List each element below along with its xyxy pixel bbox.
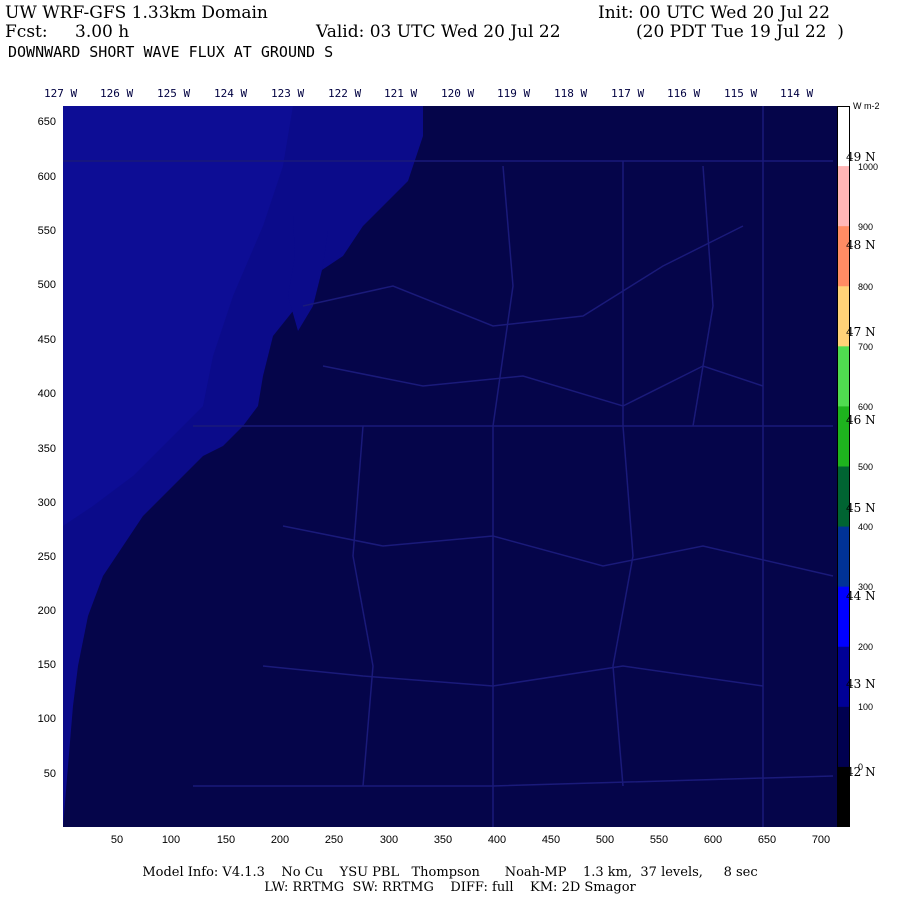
- flux-map: [63, 106, 837, 827]
- border-lines: [63, 106, 834, 827]
- model-title: UW WRF-GFS 1.33km Domain: [5, 3, 268, 23]
- forecast-label: Fcst:: [5, 22, 48, 42]
- lat-label: 48 N: [846, 238, 876, 252]
- lon-label: 121 W: [384, 87, 418, 100]
- colorbar-level: 300: [858, 582, 874, 592]
- lon-label: 116 W: [667, 87, 701, 100]
- y-tick: 450: [37, 334, 56, 346]
- y-tick: 50: [43, 768, 56, 780]
- colorbar-units: W m-2: [853, 101, 880, 111]
- model-info: Model Info: V4.1.3 No Cu YSU PBL Thompso…: [142, 865, 758, 880]
- lon-label: 124 W: [214, 87, 248, 100]
- colorbar-segment: [837, 766, 850, 827]
- y-tick: 150: [37, 659, 56, 671]
- y-tick: 500: [37, 279, 56, 291]
- colorbar-segment: [837, 286, 850, 347]
- x-tick: 350: [433, 834, 453, 846]
- x-tick: 300: [379, 834, 399, 846]
- x-tick: 650: [757, 834, 777, 846]
- lon-label: 123 W: [271, 87, 305, 100]
- y-tick: 400: [37, 388, 56, 400]
- y-tick: 550: [37, 225, 56, 237]
- lat-label: 42 N: [846, 765, 876, 779]
- x-tick: 600: [703, 834, 723, 846]
- valid-time: Valid: 03 UTC Wed 20 Jul 22: [316, 22, 561, 42]
- colorbar-level: 900: [858, 222, 874, 232]
- colorbar-segment: [837, 406, 850, 467]
- lon-label: 114 W: [780, 87, 814, 100]
- x-tick: 450: [541, 834, 561, 846]
- lon-label: 125 W: [157, 87, 191, 100]
- x-tick: 700: [811, 834, 831, 846]
- puget-sound: [288, 206, 328, 331]
- x-tick: 400: [487, 834, 507, 846]
- y-tick: 300: [37, 497, 56, 509]
- lon-label: 115 W: [724, 87, 758, 100]
- local-time: (20 PDT Tue 19 Jul 22 ): [636, 22, 844, 42]
- colorbar-segment: [837, 166, 850, 227]
- colorbar-segment: [837, 466, 850, 528]
- x-tick: 200: [270, 834, 290, 846]
- y-tick: 650: [37, 116, 56, 128]
- y-tick: 250: [37, 551, 56, 563]
- lat-label: 47 N: [846, 325, 876, 339]
- colorbar-level: 700: [858, 342, 874, 352]
- lon-label: 119 W: [497, 87, 531, 100]
- colorbar: [837, 106, 850, 827]
- colorbar-segment: [837, 346, 850, 407]
- colorbar-level: 0: [858, 762, 864, 772]
- colorbar-level: 800: [858, 282, 874, 292]
- colorbar-level: 200: [858, 642, 874, 652]
- x-tick: 100: [161, 834, 181, 846]
- lon-label: 126 W: [100, 87, 134, 100]
- x-tick: 50: [110, 834, 124, 846]
- lon-label: 118 W: [554, 87, 588, 100]
- y-tick: 200: [37, 605, 56, 617]
- colorbar-segment: [837, 106, 850, 167]
- lat-label: 43 N: [846, 677, 876, 691]
- lat-label: 46 N: [846, 413, 876, 427]
- lon-label: 120 W: [441, 87, 475, 100]
- field-name: DOWNWARD SHORT WAVE FLUX AT GROUND S: [8, 43, 334, 61]
- colorbar-level: 400: [858, 522, 874, 532]
- colorbar-level: 500: [858, 462, 874, 472]
- y-tick: 600: [37, 171, 56, 183]
- x-tick: 550: [649, 834, 669, 846]
- ocean-shelf: [63, 106, 293, 526]
- colorbar-segment: [837, 586, 850, 648]
- x-tick: 500: [595, 834, 615, 846]
- colorbar-frame: [837, 106, 850, 827]
- lon-label: 117 W: [611, 87, 645, 100]
- colorbar-segment: [837, 226, 850, 287]
- colorbar-segment: [837, 526, 850, 588]
- y-tick: 100: [37, 713, 56, 725]
- forecast-hours: 3.00 h: [75, 22, 130, 42]
- lat-label: 45 N: [846, 501, 876, 515]
- colorbar-level: 100: [858, 702, 874, 712]
- colorbar-level: 600: [858, 402, 874, 412]
- lon-label: 122 W: [328, 87, 362, 100]
- init-time: Init: 00 UTC Wed 20 Jul 22: [598, 3, 830, 23]
- colorbar-level: 1000: [858, 162, 879, 172]
- x-tick: 250: [324, 834, 344, 846]
- x-tick: 150: [216, 834, 236, 846]
- colorbar-segment: [837, 706, 850, 768]
- lon-label: 127 W: [44, 87, 78, 100]
- y-tick: 350: [37, 443, 56, 455]
- lat-label: 49 N: [846, 150, 876, 164]
- colorbar-segment: [837, 646, 850, 708]
- lat-label: 44 N: [846, 589, 876, 603]
- physics-info: LW: RRTMG SW: RRTMG DIFF: full KM: 2D Sm…: [264, 880, 636, 895]
